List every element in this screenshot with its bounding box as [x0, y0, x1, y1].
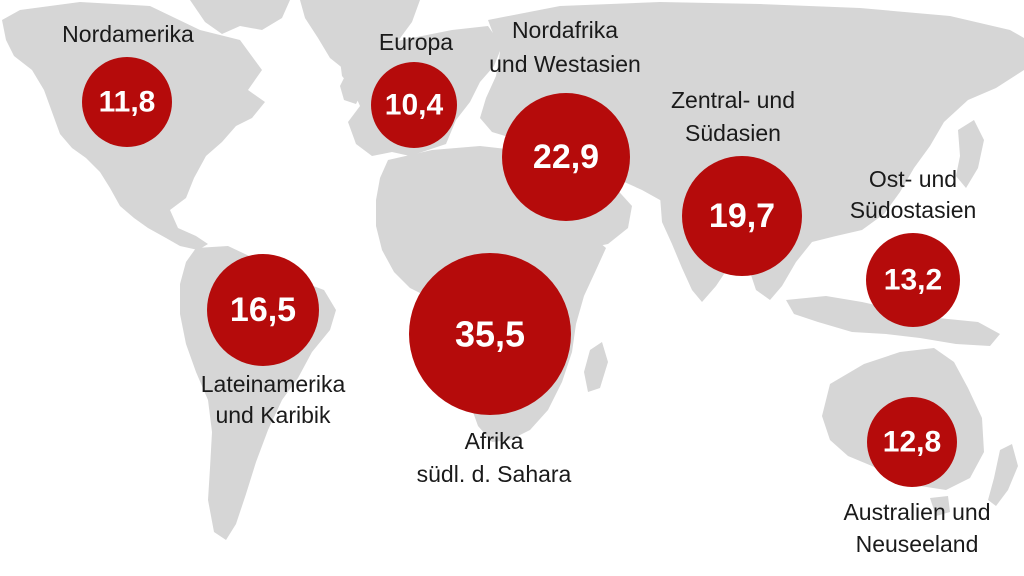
label-zentral-suedasien-2: Südasien: [685, 120, 781, 146]
label-nordamerika: Nordamerika: [62, 21, 194, 47]
region-afrika-suedl-sahara: 35,5 Afrika südl. d. Sahara: [409, 253, 572, 487]
region-ost-suedostasien: 13,2 Ost- und Südostasien: [850, 166, 977, 327]
bubble-lateinamerika-karibik: [207, 254, 319, 366]
region-australien-neuseeland: 12,8 Australien und Neuseeland: [843, 397, 991, 557]
region-europa: 10,4 Europa: [371, 29, 457, 148]
label-europa: Europa: [379, 29, 453, 55]
land-new-zealand: [988, 444, 1018, 506]
land-arctic-islands: [190, 0, 290, 34]
label-australien-neuseeland-1: Australien und: [843, 499, 990, 525]
bubble-europa: [371, 62, 457, 148]
region-nordamerika: 11,8 Nordamerika: [62, 21, 194, 147]
label-australien-neuseeland-2: Neuseeland: [856, 531, 979, 557]
label-ost-suedostasien-1: Ost- und: [869, 166, 957, 192]
land-asia: [480, 2, 1024, 300]
land-greenland: [300, 0, 420, 70]
value-nordamerika: 11,8: [99, 86, 156, 119]
value-australien-neuseeland: 12,8: [883, 426, 941, 459]
bubble-nordafrika-westasien: [502, 93, 630, 221]
value-europa: 10,4: [385, 89, 444, 122]
label-afrika-suedl-sahara-1: Afrika: [465, 428, 524, 454]
bubble-ost-suedostasien: [866, 233, 960, 327]
land-japan: [956, 120, 984, 188]
label-nordafrika-westasien-2: und Westasien: [489, 51, 641, 77]
label-lateinamerika-karibik-1: Lateinamerika: [201, 371, 346, 397]
value-ost-suedostasien: 13,2: [884, 264, 942, 297]
value-zentral-suedasien: 19,7: [709, 197, 775, 235]
label-ost-suedostasien-2: Südostasien: [850, 197, 977, 223]
value-afrika-suedl-sahara: 35,5: [455, 314, 525, 355]
label-afrika-suedl-sahara-2: südl. d. Sahara: [417, 461, 572, 487]
bubble-australien-neuseeland: [867, 397, 957, 487]
region-zentral-suedasien: 19,7 Zentral- und Südasien: [671, 87, 802, 276]
label-lateinamerika-karibik-2: und Karibik: [215, 402, 331, 428]
bubble-zentral-suedasien: [682, 156, 802, 276]
bubble-nordamerika: [82, 57, 172, 147]
land-tasmania: [930, 496, 950, 516]
region-lateinamerika-karibik: 16,5 Lateinamerika und Karibik: [201, 254, 346, 428]
land-british-isles: [340, 70, 364, 104]
land-madagascar: [584, 342, 608, 392]
label-zentral-suedasien-1: Zentral- und: [671, 87, 795, 113]
value-lateinamerika-karibik: 16,5: [230, 291, 296, 329]
label-nordafrika-westasien-1: Nordafrika: [512, 17, 618, 43]
bubble-afrika-suedl-sahara: [409, 253, 571, 415]
value-nordafrika-westasien: 22,9: [533, 138, 599, 176]
region-nordafrika-westasien: 22,9 Nordafrika und Westasien: [489, 17, 641, 221]
